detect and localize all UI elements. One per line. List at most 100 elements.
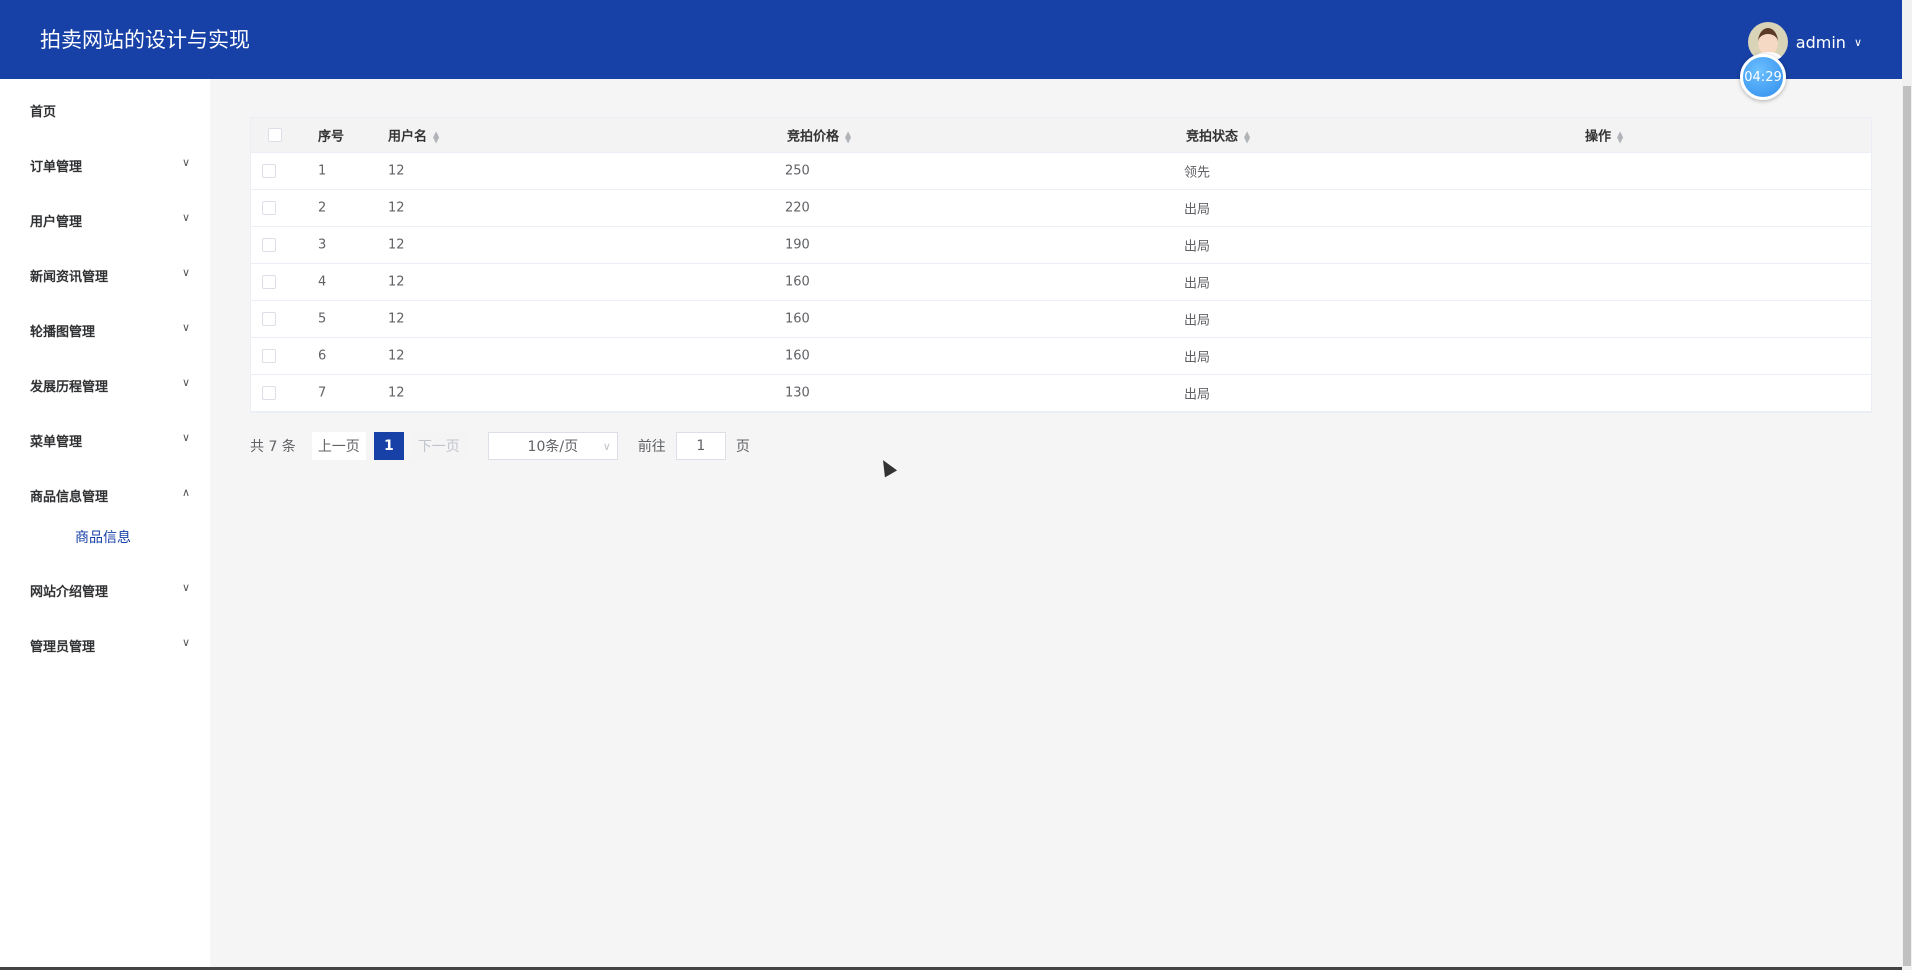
cell-index: 7: [318, 385, 327, 401]
next-page-button[interactable]: 下一页: [411, 432, 466, 460]
sidebar-item[interactable]: 管理员管理 ∨: [30, 636, 190, 655]
username[interactable]: admin: [1795, 32, 1846, 52]
row-checkbox[interactable]: [262, 349, 276, 363]
cell-price: 160: [785, 348, 810, 364]
sort-icon[interactable]: ▲ ▼: [845, 129, 852, 144]
cell-username: 12: [388, 348, 405, 364]
chevron-down-icon: ∨: [181, 266, 190, 279]
sidebar-item[interactable]: 订单管理 ∨: [30, 156, 190, 175]
cell-username: 12: [388, 311, 405, 327]
site-title: 拍卖网站的设计与实现: [40, 28, 250, 52]
mouse-cursor-icon: [876, 456, 898, 478]
sort-icon[interactable]: ▲ ▼: [1617, 129, 1624, 144]
cell-username: 12: [388, 385, 405, 401]
column-header-username[interactable]: 用户名 ▲ ▼: [388, 126, 439, 145]
sidebar-item-label: 管理员管理: [30, 640, 96, 655]
total-count: 共 7 条: [250, 439, 296, 455]
chevron-up-icon: ∧: [181, 486, 190, 499]
chevron-down-icon: ∨: [181, 636, 190, 649]
page-size-value: 10条/页: [527, 439, 579, 455]
page-1-button[interactable]: 1: [373, 432, 404, 460]
cell-price: 250: [785, 163, 810, 179]
row-checkbox[interactable]: [262, 386, 276, 400]
chevron-down-icon[interactable]: ∨: [1853, 35, 1862, 49]
column-label: 竞拍价格: [787, 129, 840, 145]
bids-table: 序号 用户名 ▲ ▼ 竞拍价格 ▲ ▼ 竞拍状态 ▲ ▼ 操作 ▲ ▼ 1 12 250 领先 …: [250, 117, 1872, 413]
table-row: 1 12 250 领先: [251, 153, 1871, 190]
cell-username: 12: [388, 237, 405, 253]
page-size-select[interactable]: 10条/页 ∨: [487, 432, 618, 460]
table-row: 7 12 130 出局: [251, 375, 1871, 412]
sidebar-subitem[interactable]: 商品信息: [75, 530, 131, 546]
sidebar: 首页 订单管理 ∨ 用户管理 ∨ 新闻资讯管理 ∨ 轮播图管理 ∨ 发展历程管理 ∨ 菜单管理 ∨ 商品信…: [0, 79, 210, 970]
cell-username: 12: [388, 200, 405, 216]
sidebar-item[interactable]: 用户管理 ∨: [30, 211, 190, 230]
table-row: 5 12 160 出局: [251, 301, 1871, 338]
row-checkbox[interactable]: [262, 164, 276, 178]
sidebar-item-label: 首页: [30, 105, 57, 120]
sidebar-item[interactable]: 网站介绍管理 ∨: [30, 581, 190, 600]
chevron-down-icon: ∨: [602, 439, 611, 453]
row-checkbox[interactable]: [262, 275, 276, 289]
chevron-down-icon: ∨: [181, 321, 190, 334]
bottom-border: [0, 967, 1902, 970]
pagination: 共 7 条 上一页 1 下一页 10条/页 ∨ 前往 1 页: [250, 432, 750, 460]
sort-icon[interactable]: ▲ ▼: [433, 129, 440, 144]
goto-page-input[interactable]: 1: [675, 432, 726, 460]
cell-status: 出局: [1184, 276, 1211, 292]
row-checkbox[interactable]: [262, 312, 276, 326]
table-row: 6 12 160 出局: [251, 338, 1871, 375]
goto-label: 前往: [637, 439, 666, 455]
row-checkbox[interactable]: [262, 201, 276, 215]
sidebar-item-label: 用户管理: [30, 215, 83, 230]
sidebar-item-label: 菜单管理: [30, 435, 83, 450]
chevron-down-icon: ∨: [181, 431, 190, 444]
chevron-down-icon: ∨: [181, 211, 190, 224]
cell-status: 出局: [1184, 313, 1211, 329]
cell-status: 出局: [1184, 239, 1211, 255]
cell-price: 190: [785, 237, 810, 253]
goto-suffix: 页: [735, 439, 750, 455]
cell-index: 2: [318, 200, 327, 216]
table-header: 序号 用户名 ▲ ▼ 竞拍价格 ▲ ▼ 竞拍状态 ▲ ▼ 操作 ▲ ▼: [251, 118, 1871, 153]
table-row: 4 12 160 出局: [251, 264, 1871, 301]
chevron-down-icon: ∨: [181, 376, 190, 389]
sort-icon[interactable]: ▲ ▼: [1244, 129, 1251, 144]
table-row: 3 12 190 出局: [251, 227, 1871, 264]
select-all-checkbox[interactable]: [268, 128, 282, 142]
cell-index: 4: [318, 274, 327, 290]
table-row: 2 12 220 出局: [251, 190, 1871, 227]
column-header-actions[interactable]: 操作 ▲ ▼: [1585, 126, 1623, 145]
column-label: 竞拍状态: [1186, 129, 1239, 145]
sidebar-item[interactable]: 新闻资讯管理 ∨: [30, 266, 190, 285]
sidebar-item[interactable]: 发展历程管理 ∨: [30, 376, 190, 395]
cell-price: 160: [785, 274, 810, 290]
cell-index: 1: [318, 163, 327, 179]
sidebar-item-label: 新闻资讯管理: [30, 270, 109, 285]
cell-index: 5: [318, 311, 327, 327]
cell-index: 6: [318, 348, 327, 364]
timer-badge[interactable]: 04:29: [1740, 54, 1786, 100]
chevron-down-icon: ∨: [181, 156, 190, 169]
cell-status: 出局: [1184, 202, 1211, 218]
cell-price: 220: [785, 200, 810, 216]
sidebar-item[interactable]: 首页: [30, 101, 190, 120]
cell-status: 出局: [1184, 350, 1211, 366]
sidebar-item[interactable]: 菜单管理 ∨: [30, 431, 190, 450]
cell-status: 出局: [1184, 387, 1211, 403]
sidebar-item-label: 轮播图管理: [30, 325, 96, 340]
cell-status: 领先: [1184, 165, 1211, 181]
top-header: 拍卖网站的设计与实现 admin ∨: [0, 0, 1902, 79]
row-checkbox[interactable]: [262, 238, 276, 252]
cell-username: 12: [388, 274, 405, 290]
column-label: 用户名: [388, 129, 428, 145]
column-header-status[interactable]: 竞拍状态 ▲ ▼: [1186, 126, 1250, 145]
cell-username: 12: [388, 163, 405, 179]
scrollbar-thumb[interactable]: [1903, 86, 1911, 966]
column-header-price[interactable]: 竞拍价格 ▲ ▼: [787, 126, 851, 145]
column-label: 操作: [1585, 129, 1612, 145]
prev-page-button[interactable]: 上一页: [311, 432, 366, 460]
sidebar-item[interactable]: 轮播图管理 ∨: [30, 321, 190, 340]
sidebar-item[interactable]: 商品信息管理 ∧: [30, 486, 190, 505]
page-scrollbar[interactable]: [1902, 0, 1912, 970]
